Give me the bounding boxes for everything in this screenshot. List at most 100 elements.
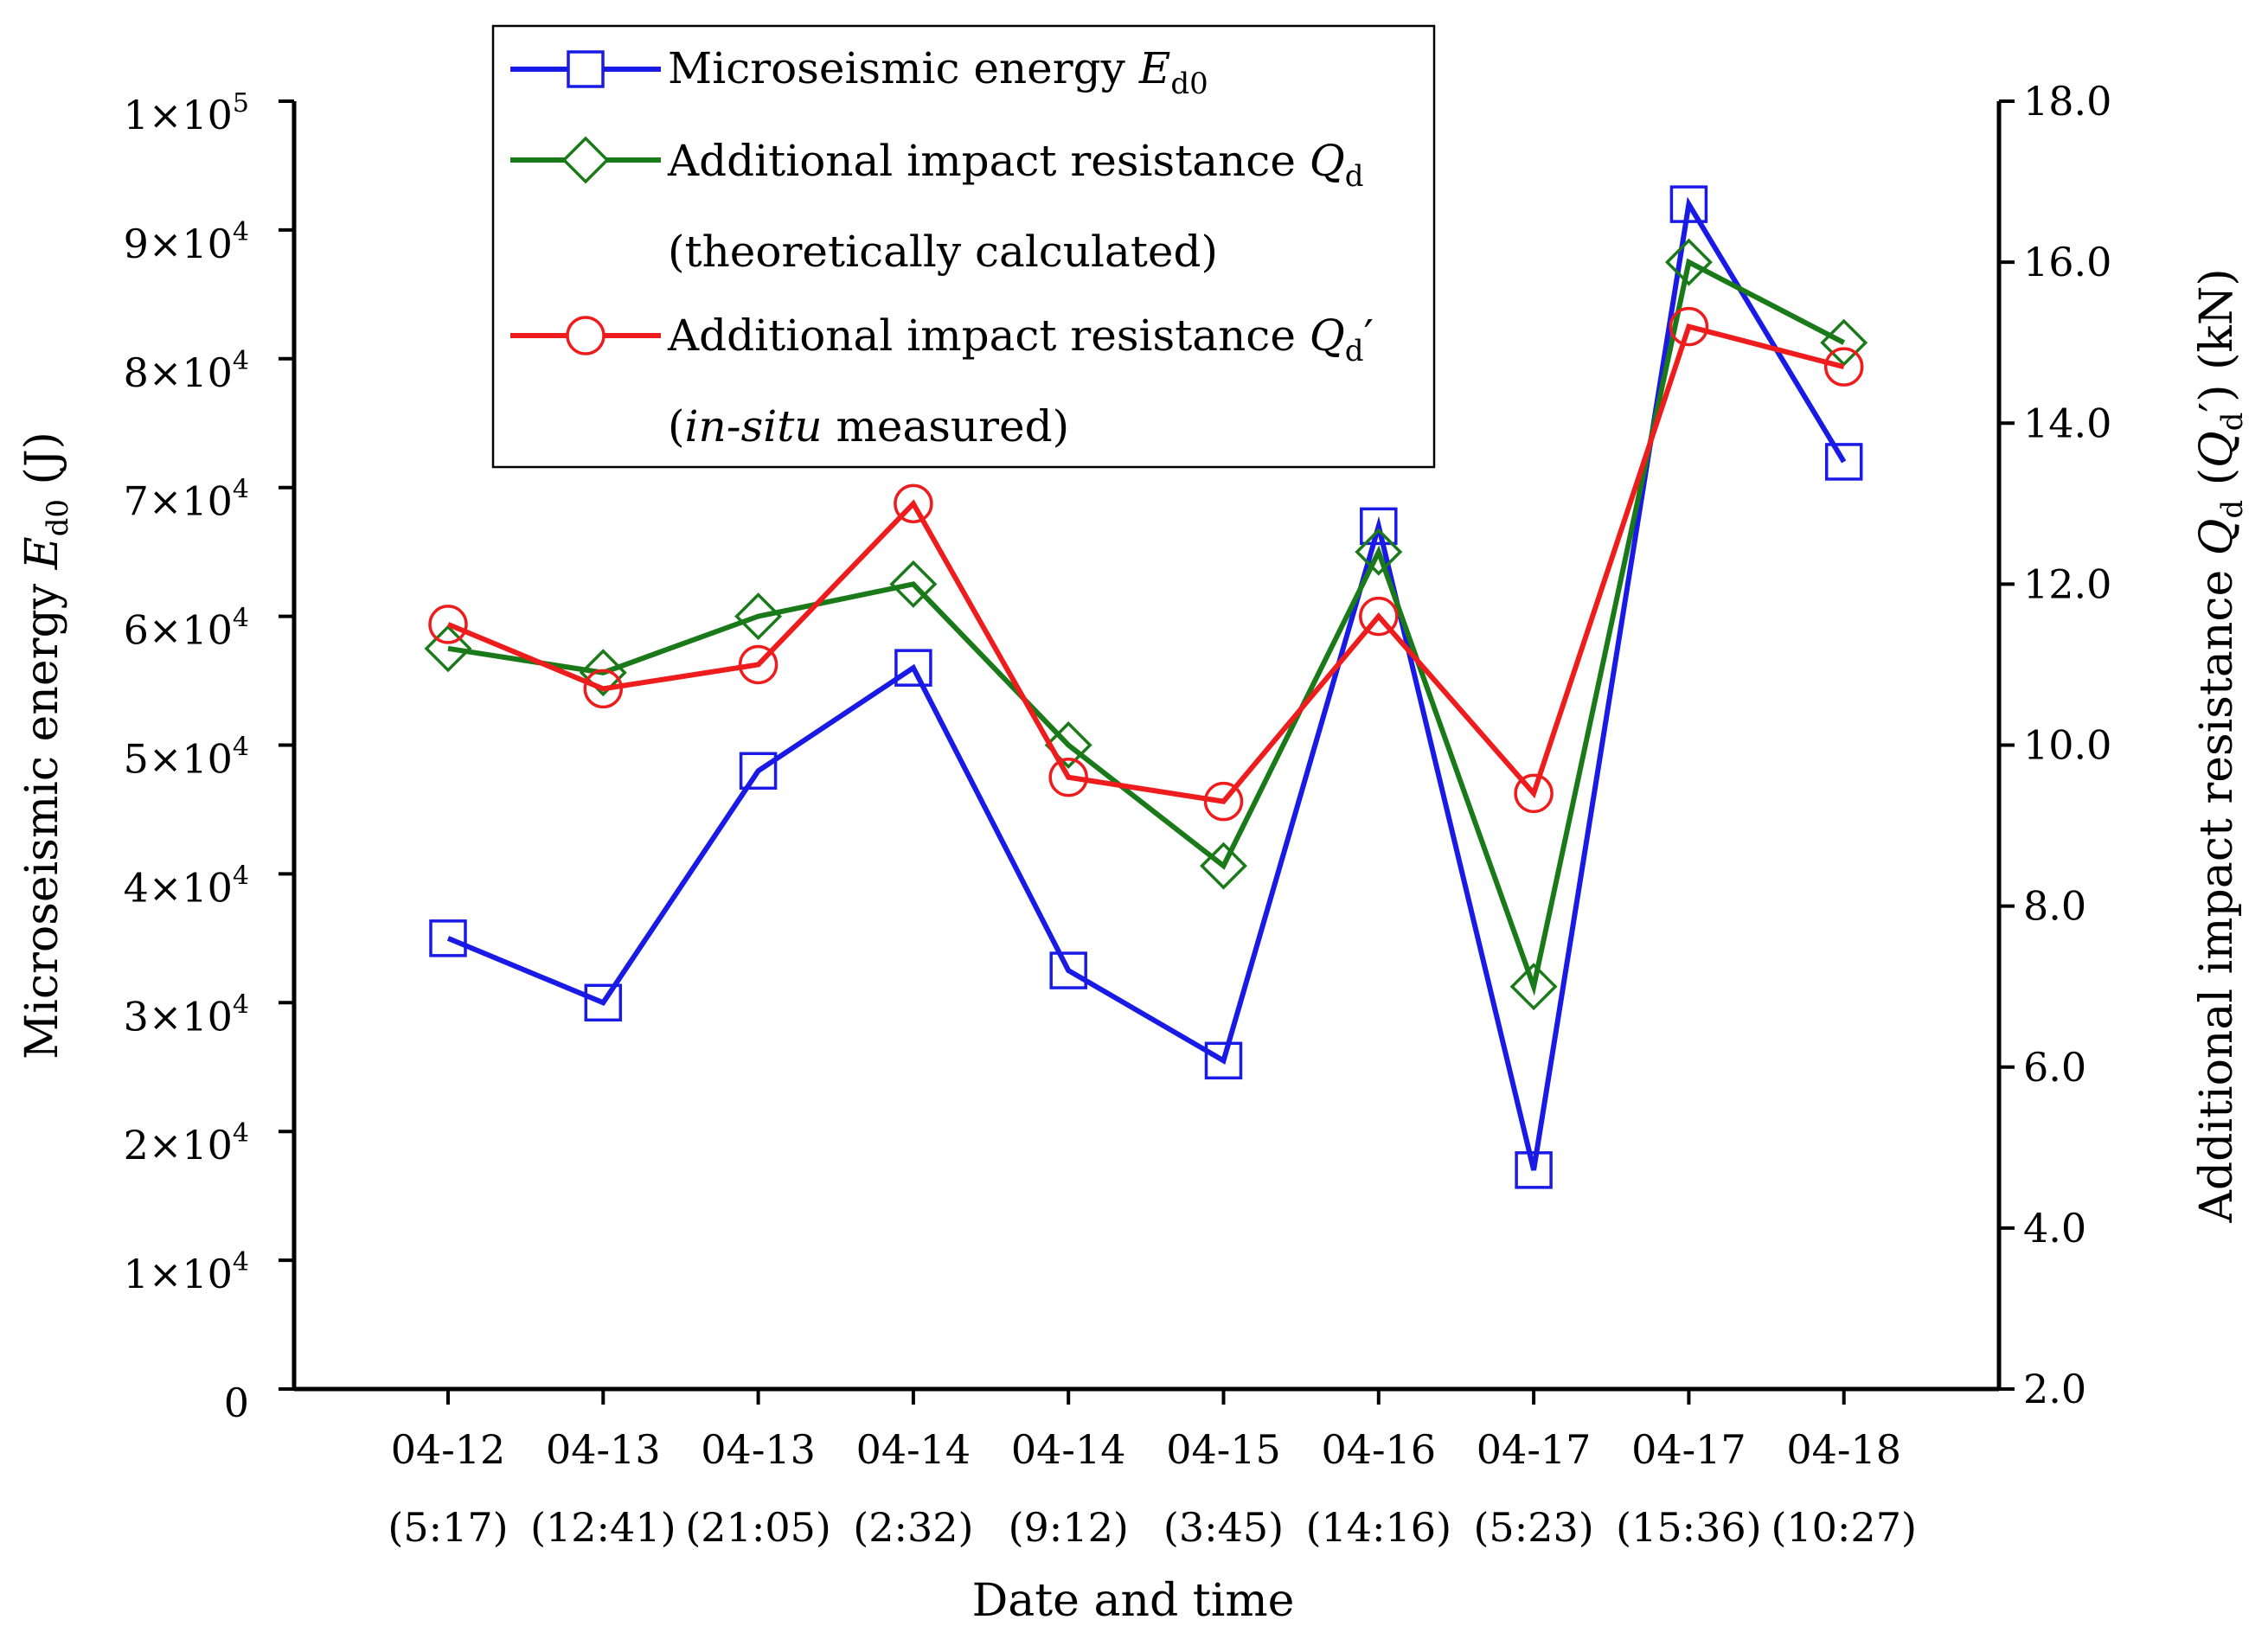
right-axis-title-main: Additional impact resistance bbox=[2191, 555, 2243, 1223]
left-tick-mantissa: 0 bbox=[224, 1380, 249, 1426]
right-axis-title-unit: ) (kN) bbox=[2191, 268, 2243, 401]
legend-label-insitu-line2: (in-situ measured) bbox=[668, 401, 1069, 451]
left-tick-label: 9×104 bbox=[124, 217, 249, 267]
right-tick-label: 6.0 bbox=[2023, 1044, 2086, 1091]
legend-label-theoretical-name: Additional impact resistance bbox=[667, 136, 1310, 186]
right-axis-title: Additional impact resistance Qd (Qd′) (k… bbox=[2191, 268, 2250, 1223]
legend-box bbox=[491, 24, 1436, 469]
data-point-circle bbox=[428, 605, 468, 644]
legend-label-insitu-open: ( bbox=[668, 401, 685, 451]
right-axis-title-var2: Q bbox=[2191, 431, 2243, 468]
right-axis-title-paren: ( bbox=[2191, 468, 2243, 500]
x-tick-label-date: 04-18 bbox=[1786, 1426, 1901, 1473]
legend-label-energy-var: E bbox=[1138, 43, 1171, 93]
left-tick-mantissa: 3×10 bbox=[124, 993, 233, 1040]
x-tick-label-date: 04-14 bbox=[856, 1426, 971, 1473]
left-tick-exponent: 4 bbox=[233, 217, 249, 247]
legend-label-energy: Microseismic energy Ed0 bbox=[668, 43, 1208, 101]
left-tick-exponent: 4 bbox=[233, 989, 249, 1020]
left-tick-exponent: 4 bbox=[233, 475, 249, 505]
left-tick-label: 2×104 bbox=[124, 1118, 249, 1168]
left-tick-exponent: 4 bbox=[233, 733, 249, 763]
x-tick-label-time: (5:17) bbox=[388, 1504, 508, 1551]
data-point-circle bbox=[894, 483, 933, 524]
left-tick-exponent: 4 bbox=[233, 1118, 249, 1149]
x-tick-label-time: (15:36) bbox=[1616, 1504, 1761, 1551]
left-tick-label: 7×104 bbox=[124, 475, 249, 525]
data-point-diamond bbox=[734, 592, 783, 641]
data-point-square bbox=[429, 919, 467, 957]
data-point-square bbox=[1515, 1151, 1553, 1189]
right-axis-title-sub: d bbox=[2215, 500, 2250, 519]
right-y-ticks: 18.0 16.0 14.0 12.0 10.0 8.0 6.0 4.0 2.0 bbox=[1999, 78, 2111, 1412]
left-tick-label: 5×104 bbox=[124, 733, 249, 783]
left-y-ticks: 1×1059×1048×1047×1046×1045×1044×1043×104… bbox=[124, 88, 294, 1426]
x-tick-label-time: (21:05) bbox=[685, 1504, 830, 1551]
legend-label-theoretical: Additional impact resistance Qd bbox=[667, 136, 1364, 194]
right-tick-label: 12.0 bbox=[2023, 560, 2111, 607]
left-tick-exponent: 5 bbox=[233, 88, 249, 118]
legend-label-energy-name: Microseismic energy bbox=[668, 43, 1126, 93]
legend-label-insitu-rest: measured) bbox=[823, 401, 1070, 451]
right-tick-label: 14.0 bbox=[2023, 400, 2111, 446]
left-tick-exponent: 4 bbox=[233, 346, 249, 376]
data-point-circle bbox=[1823, 347, 1864, 387]
data-point-diamond bbox=[579, 649, 627, 697]
x-tick-label-date: 04-15 bbox=[1166, 1426, 1281, 1473]
left-tick-exponent: 4 bbox=[233, 861, 249, 891]
right-tick-label: 18.0 bbox=[2023, 78, 2111, 125]
left-axis-title-main: Microseismic energy bbox=[16, 569, 68, 1059]
left-axis-title-unit: (J) bbox=[16, 432, 68, 499]
x-axis-title: Date and time bbox=[972, 1575, 1295, 1626]
legend: Microseismic energy Ed0 Additional impac… bbox=[491, 24, 1436, 469]
right-tick-label: 4.0 bbox=[2023, 1205, 2086, 1252]
right-tick-label: 2.0 bbox=[2023, 1366, 2086, 1412]
left-tick-label: 1×104 bbox=[124, 1247, 249, 1297]
x-tick-label-date: 04-17 bbox=[1477, 1426, 1592, 1473]
left-tick-label: 6×104 bbox=[124, 604, 249, 654]
x-tick-label-date: 04-16 bbox=[1321, 1426, 1436, 1473]
data-point-circle bbox=[1514, 773, 1554, 814]
legend-label-theoretical-var: Q bbox=[1310, 136, 1345, 186]
data-point-diamond bbox=[1509, 963, 1558, 1011]
left-tick-label: 0 bbox=[224, 1380, 249, 1426]
left-tick-exponent: 4 bbox=[233, 1247, 249, 1277]
legend-label-insitu-italic: in-situ bbox=[685, 401, 823, 451]
right-axis-title-sub2: d bbox=[2215, 413, 2250, 432]
right-tick-label: 10.0 bbox=[2023, 722, 2111, 769]
legend-entry-energy: Microseismic energy Ed0 bbox=[510, 43, 1208, 101]
data-point-circle bbox=[1669, 306, 1709, 347]
x-tick-label-time: (10:27) bbox=[1771, 1504, 1916, 1551]
data-point-square bbox=[1049, 951, 1087, 989]
series-energy bbox=[429, 185, 1863, 1189]
legend-marker-diamond bbox=[561, 136, 610, 184]
data-point-diamond bbox=[1355, 528, 1403, 576]
x-tick-label-date: 04-13 bbox=[546, 1426, 661, 1473]
data-point-square bbox=[894, 649, 932, 687]
left-tick-mantissa: 5×10 bbox=[124, 736, 233, 783]
legend-label-theoretical-sub: d bbox=[1345, 159, 1364, 194]
left-tick-mantissa: 2×10 bbox=[124, 1122, 233, 1168]
left-tick-mantissa: 4×10 bbox=[124, 864, 233, 911]
series-line-theoretical bbox=[447, 258, 1846, 996]
legend-marker-square bbox=[567, 50, 605, 88]
left-axis-title-var: E bbox=[16, 536, 68, 570]
data-point-circle bbox=[1203, 781, 1244, 822]
left-tick-label: 1×105 bbox=[124, 88, 249, 138]
data-point-circle bbox=[1048, 757, 1088, 797]
data-point-square bbox=[1669, 185, 1708, 223]
left-tick-mantissa: 1×10 bbox=[124, 1251, 233, 1297]
left-axis-title-sub: d0 bbox=[41, 499, 75, 536]
series-insitu bbox=[428, 306, 1864, 822]
legend-entry-theoretical: Additional impact resistance Qd (theoret… bbox=[510, 136, 1364, 277]
series-line-insitu bbox=[446, 323, 1845, 804]
series-line-energy bbox=[446, 196, 1847, 1171]
left-axis-title: Microseismic energy Ed0 (J) bbox=[16, 432, 75, 1059]
data-point-circle bbox=[583, 669, 624, 709]
x-tick-label-time: (2:32) bbox=[853, 1504, 973, 1551]
left-tick-mantissa: 6×10 bbox=[124, 607, 233, 654]
right-axis-title-var: Q bbox=[2191, 519, 2243, 556]
right-tick-label: 8.0 bbox=[2023, 883, 2086, 930]
legend-entry-insitu: Additional impact resistance Qd′ (in-sit… bbox=[510, 310, 1374, 451]
